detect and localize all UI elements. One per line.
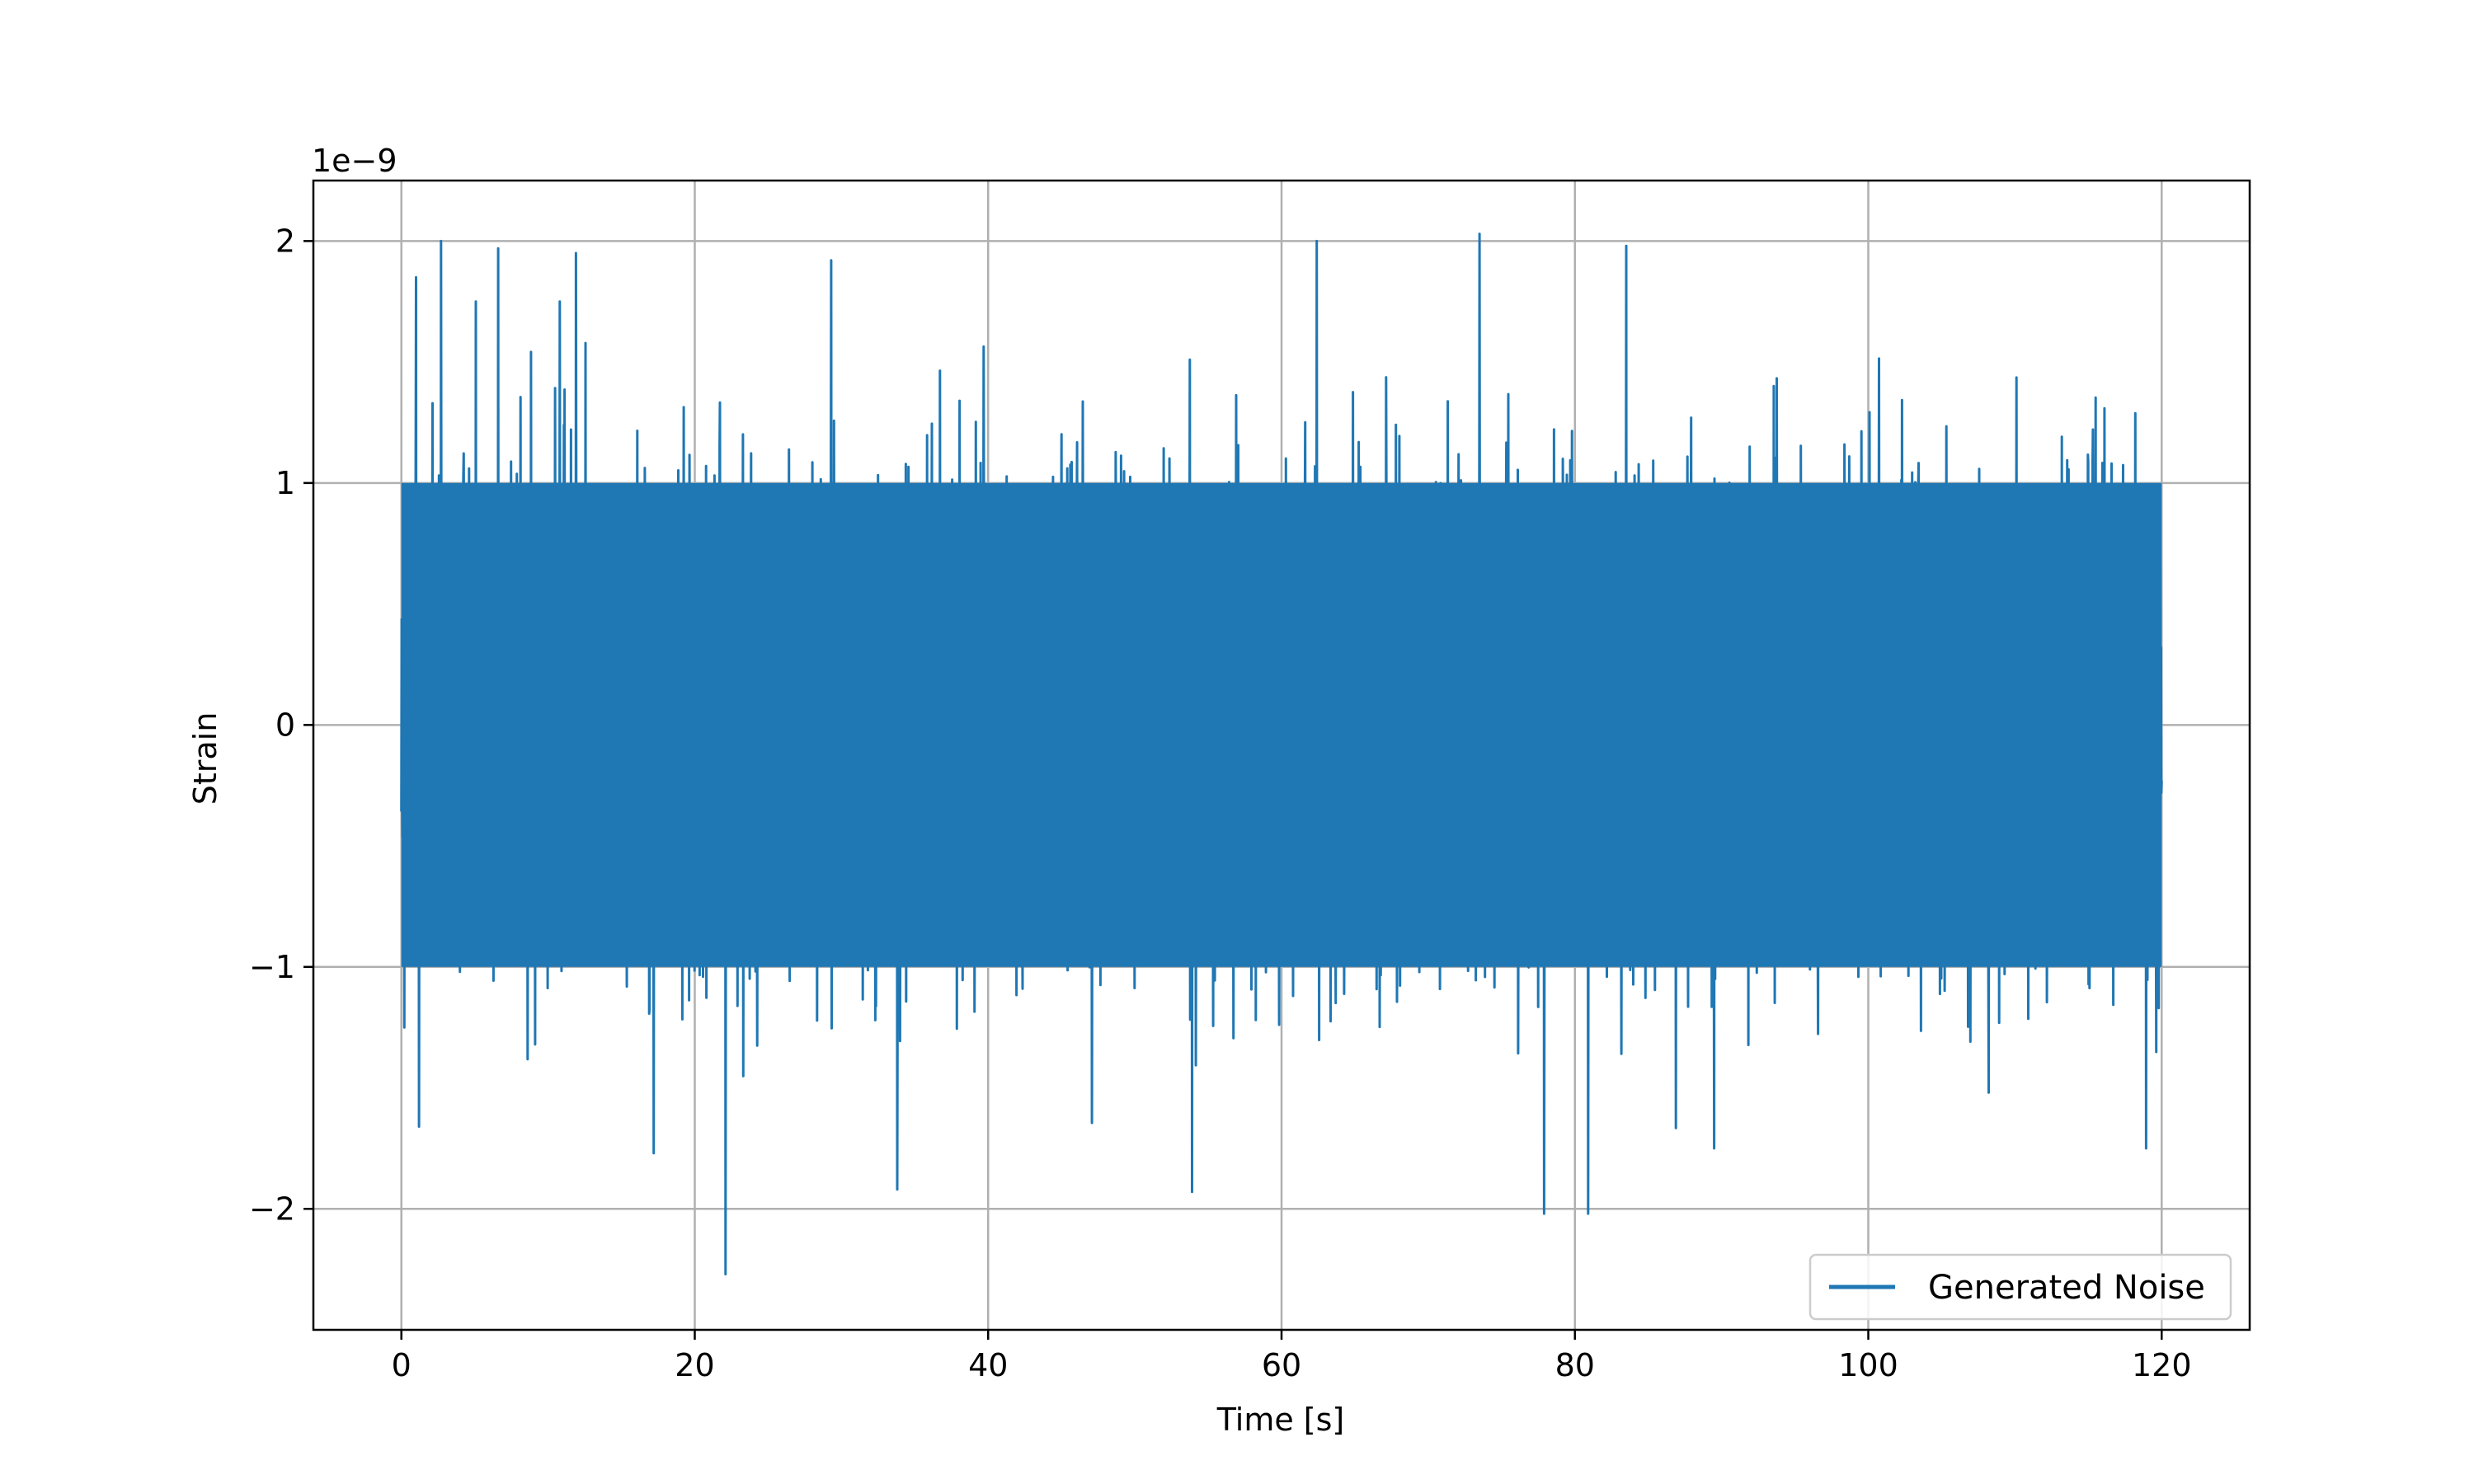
x-tick-label: 80	[1555, 1347, 1595, 1383]
y-tick-label: 1	[275, 465, 295, 501]
legend-box	[1808, 1253, 2232, 1321]
noise-core-band	[401, 482, 2162, 967]
legend: Generated Noise	[1808, 1253, 2232, 1321]
y-offset-text: 1e−9	[312, 143, 397, 179]
y-tick-label: 0	[275, 707, 295, 743]
y-tick-label: −1	[249, 949, 295, 985]
series-generated-noise	[400, 232, 2163, 1275]
y-axis-label: Strain	[187, 712, 223, 805]
y-tick-label: −2	[249, 1190, 295, 1227]
x-tick-label: 120	[2132, 1347, 2192, 1383]
x-axis-label: Time [s]	[1216, 1402, 1345, 1438]
y-axis-ticks: −2 −1 0 1 2	[249, 223, 313, 1227]
y-tick-label: 2	[275, 223, 295, 259]
x-axis-ticks: 0 20 40 60 80 100 120	[392, 1330, 2192, 1383]
legend-label-generated-noise: Generated Noise	[1928, 1269, 2205, 1307]
x-tick-label: 100	[1838, 1347, 1898, 1383]
x-tick-label: 60	[1262, 1347, 1301, 1383]
x-tick-label: 0	[392, 1347, 412, 1383]
x-tick-label: 20	[675, 1347, 714, 1383]
x-tick-label: 40	[968, 1347, 1008, 1383]
